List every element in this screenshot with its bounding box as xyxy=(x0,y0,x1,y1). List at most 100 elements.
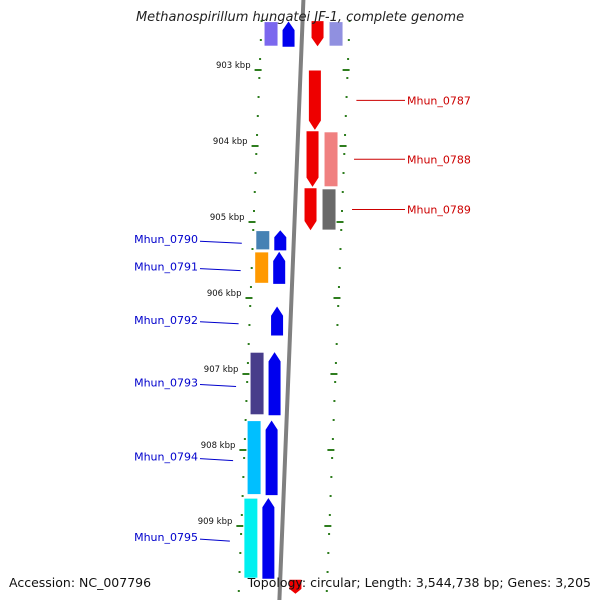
minor-tick-reverse xyxy=(341,210,343,212)
gene-function-bar-partial[interactable] xyxy=(328,21,344,47)
gene-label-mhun_0790[interactable]: Mhun_0790 xyxy=(134,233,198,246)
minor-tick-forward xyxy=(241,495,244,497)
gene-leader-mhun_0792 xyxy=(199,321,239,325)
gene-label-mhun_0794[interactable]: Mhun_0794 xyxy=(134,451,198,464)
gene-arrow-mhun_0789[interactable] xyxy=(303,187,318,233)
minor-tick-reverse xyxy=(345,96,348,98)
gene-arrow-mhun_0787[interactable] xyxy=(307,69,322,132)
gene-label-mhun_0793[interactable]: Mhun_0793 xyxy=(134,377,198,390)
gene-label-mhun_0795[interactable]: Mhun_0795 xyxy=(134,531,198,544)
minor-tick-forward xyxy=(253,210,255,212)
gene-arrow-mhun_0793[interactable] xyxy=(267,350,282,417)
major-tick-reverse xyxy=(339,145,347,147)
genome-title: Methanospirillum hungatei JF-1, complete… xyxy=(135,10,465,25)
minor-tick-reverse xyxy=(348,20,351,22)
minor-tick-forward xyxy=(249,286,252,288)
gene-label-mhun_0789[interactable]: Mhun_0789 xyxy=(407,203,471,216)
gene-arrow-mhun_0794[interactable] xyxy=(264,418,279,497)
gene-function-bar-mhun_0794[interactable] xyxy=(246,420,262,496)
gene-arrow-partial[interactable] xyxy=(288,578,303,596)
minor-tick-forward xyxy=(260,20,263,22)
minor-tick-forward xyxy=(244,419,247,421)
gene-arrow-mhun_0790[interactable] xyxy=(273,228,288,252)
major-tick-forward xyxy=(242,373,250,375)
minor-tick-forward xyxy=(255,153,258,155)
minor-tick-forward xyxy=(257,96,260,98)
minor-tick-forward xyxy=(250,267,253,269)
minor-tick-forward xyxy=(243,438,246,440)
gene-label-mhun_0788[interactable]: Mhun_0788 xyxy=(407,153,471,166)
minor-tick-reverse xyxy=(335,343,338,345)
minor-tick-forward xyxy=(247,343,250,345)
gene-function-bar-partial[interactable] xyxy=(263,21,279,47)
gene-leader-mhun_0794 xyxy=(199,458,234,462)
minor-tick-forward xyxy=(245,400,248,402)
minor-tick-reverse xyxy=(328,514,331,516)
gene-label-mhun_0792[interactable]: Mhun_0792 xyxy=(134,314,198,327)
major-tick-forward xyxy=(248,221,256,223)
minor-tick-reverse xyxy=(337,305,340,307)
ruler-label: 903 kbp xyxy=(216,61,251,71)
minor-tick-forward xyxy=(240,514,243,516)
major-tick-reverse xyxy=(336,221,344,223)
gene-arrow-mhun_0788[interactable] xyxy=(305,130,320,189)
minor-tick-reverse xyxy=(327,552,330,554)
gene-label-mhun_0791[interactable]: Mhun_0791 xyxy=(134,261,198,274)
minor-tick-forward xyxy=(259,39,262,41)
minor-tick-forward xyxy=(253,191,256,193)
gene-arrow-mhun_0795[interactable] xyxy=(261,496,276,580)
minor-tick-reverse xyxy=(329,495,332,497)
gene-leader-mhun_0793 xyxy=(199,384,237,387)
gene-function-bar-mhun_0789[interactable] xyxy=(321,188,337,231)
minor-tick-reverse xyxy=(332,419,335,421)
gene-function-bar-mhun_0795[interactable] xyxy=(243,497,259,579)
major-tick-reverse xyxy=(324,525,332,527)
major-tick-reverse xyxy=(342,69,350,71)
minor-tick-reverse xyxy=(336,324,339,326)
topology-label: Topology: circular; Length: 3,544,738 bp… xyxy=(247,575,591,590)
minor-tick-reverse xyxy=(338,267,341,269)
ruler-label: 908 kbp xyxy=(201,441,236,451)
minor-tick-reverse xyxy=(328,533,331,535)
gene-arrow-partial[interactable] xyxy=(310,20,325,49)
minor-tick-reverse xyxy=(331,457,334,459)
minor-tick-forward xyxy=(251,248,254,250)
major-tick-forward xyxy=(245,297,253,299)
gene-function-bar-mhun_0790[interactable] xyxy=(255,230,271,251)
gene-label-mhun_0787[interactable]: Mhun_0787 xyxy=(407,94,471,107)
minor-tick-reverse xyxy=(342,172,345,174)
major-tick-forward xyxy=(254,69,262,71)
minor-tick-reverse xyxy=(334,381,337,383)
major-tick-forward xyxy=(239,449,247,451)
genome-backbone xyxy=(277,0,306,600)
gene-arrow-mhun_0791[interactable] xyxy=(272,249,287,285)
minor-tick-reverse xyxy=(337,286,340,288)
minor-tick-reverse xyxy=(347,58,350,60)
minor-tick-reverse xyxy=(331,438,334,440)
minor-tick-forward xyxy=(240,533,243,535)
minor-tick-forward xyxy=(254,172,257,174)
minor-tick-reverse xyxy=(347,39,350,41)
minor-tick-reverse xyxy=(340,229,343,231)
minor-tick-forward xyxy=(252,229,255,231)
gene-arrow-mhun_0792[interactable] xyxy=(270,304,285,337)
minor-tick-reverse xyxy=(325,590,328,592)
gene-function-bar-mhun_0793[interactable] xyxy=(249,351,265,416)
minor-tick-forward xyxy=(258,77,261,79)
minor-tick-forward xyxy=(256,115,259,117)
minor-tick-forward xyxy=(237,590,240,592)
minor-tick-reverse xyxy=(330,476,333,478)
minor-tick-forward xyxy=(249,305,252,307)
minor-tick-forward xyxy=(242,476,245,478)
gene-leader-mhun_0791 xyxy=(199,268,241,272)
ruler-label: 904 kbp xyxy=(213,137,248,147)
gene-function-bar-mhun_0788[interactable] xyxy=(323,131,339,188)
minor-tick-reverse xyxy=(339,248,342,250)
gene-leader-mhun_0790 xyxy=(199,240,242,244)
gene-arrow-partial[interactable] xyxy=(281,19,296,48)
ruler-label: 907 kbp xyxy=(204,365,239,375)
gene-leader-mhun_0795 xyxy=(199,538,230,542)
gene-function-bar-mhun_0791[interactable] xyxy=(254,251,270,284)
